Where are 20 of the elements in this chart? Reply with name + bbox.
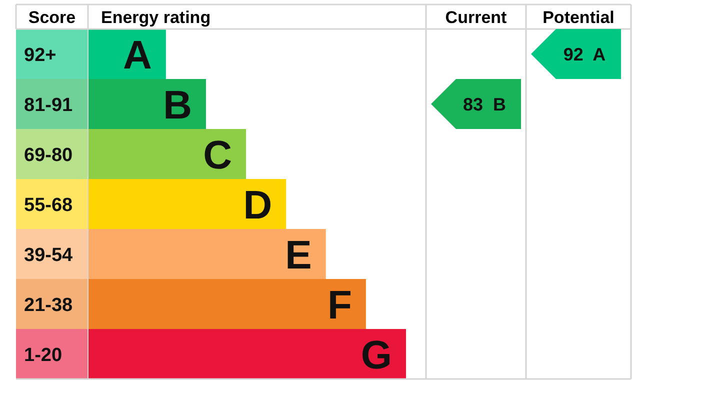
y-tick-label: 55-68 — [24, 195, 73, 216]
y-tick-label: 39-54 — [24, 245, 74, 266]
y-tick-label: 81-91 — [24, 95, 74, 116]
annotation: C — [203, 134, 232, 178]
x-axis-title: Energy rating — [101, 8, 211, 27]
y-tick-label: 1-20 — [24, 345, 62, 366]
annotation: F — [327, 284, 352, 328]
x-tick-label: Current — [445, 8, 508, 27]
x-tick-label: Potential — [542, 8, 614, 27]
annotation: B — [163, 84, 192, 128]
y-tick-label: 21-38 — [24, 295, 73, 316]
annotation: G — [360, 334, 392, 378]
y-axis-title: Score — [28, 8, 76, 27]
y-tick-label: 92+ — [24, 45, 56, 66]
annotation: A — [123, 34, 152, 78]
data-label: 92 A — [563, 44, 606, 64]
data-label: 83 B — [462, 94, 506, 114]
y-tick-label: 69-80 — [24, 145, 73, 166]
annotation: E — [285, 234, 312, 278]
annotation: D — [243, 184, 272, 228]
